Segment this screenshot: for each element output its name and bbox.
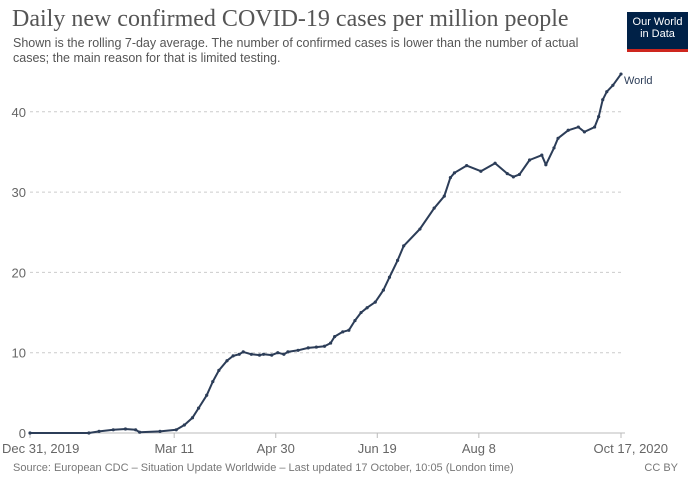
data-point [270,353,274,357]
data-point [341,330,345,334]
series-line-world [30,73,622,434]
data-point [306,346,310,350]
y-tick-label: 0 [19,426,26,441]
y-tick-label: 10 [12,346,26,361]
data-point [395,258,400,262]
data-point [211,380,215,384]
chart-subtitle: Shown is the rolling 7-day average. The … [13,36,579,65]
data-point [196,406,201,410]
data-point [276,351,280,355]
source-note[interactable]: Source: European CDC – Situation Update … [13,462,514,474]
data-point [282,352,286,356]
data-point [237,352,241,356]
y-tick-label: 30 [12,185,26,200]
x-tick-label: Dec 31, 2019 [2,441,79,456]
data-point [381,288,385,292]
data-point [556,136,560,140]
data-point [597,115,601,119]
data-point [87,431,91,435]
data-point [373,300,377,304]
data-point [576,125,580,129]
chart-title: Daily new confirmed COVID-19 cases per m… [12,6,569,32]
data-point [174,428,178,432]
data-point [544,163,548,167]
data-point [387,275,392,279]
data-point [365,306,369,310]
data-point [605,90,609,94]
data-point [402,244,406,248]
data-point [479,169,483,173]
data-point [418,227,422,231]
x-tick-label: Mar 11 [154,441,194,456]
data-point [493,161,497,165]
data-point [566,128,570,132]
y-tick-label: 40 [12,105,26,120]
data-point [582,130,587,134]
x-tick-label: Jun 19 [358,441,397,456]
data-point [138,430,142,434]
data-point [217,368,221,372]
data-point [97,429,101,433]
data-point [296,348,300,352]
data-point [322,344,327,348]
data-point [359,310,363,315]
data-point [517,172,522,177]
data-point [592,125,597,129]
x-tick-label: Aug 8 [462,441,496,456]
license-link[interactable]: CC BY [644,462,678,474]
data-point [182,423,186,427]
data-point [442,194,446,198]
data-point [611,83,615,87]
data-point [601,98,605,102]
data-point [261,352,266,356]
data-point [328,341,333,345]
data-point [619,72,623,76]
data-point [505,172,509,176]
data-point [205,393,209,397]
data-point [333,335,337,339]
data-point [465,164,469,168]
data-point [231,354,235,358]
data-point [123,427,128,431]
data-point [452,171,457,175]
data-point [528,158,532,162]
owid-logo[interactable]: Our World in Data [627,12,688,52]
data-point [286,350,290,354]
data-point [111,428,115,432]
data-point [190,416,195,420]
series-label-world: World [624,75,653,87]
data-point [225,359,229,363]
data-point [257,353,262,357]
data-point [134,428,138,432]
data-point [241,350,245,354]
x-tick-label: Apr 30 [257,441,295,456]
data-point [28,431,32,435]
x-tick-label: Oct 17, 2020 [594,441,668,456]
data-point [347,328,351,332]
data-point [448,176,453,180]
data-point [158,429,162,433]
data-point [540,153,544,157]
data-point [314,345,318,349]
data-point [353,318,357,323]
data-point [511,175,515,179]
data-point [552,146,556,150]
y-tick-label: 20 [12,265,26,280]
data-point [432,206,436,210]
data-point [249,352,253,356]
